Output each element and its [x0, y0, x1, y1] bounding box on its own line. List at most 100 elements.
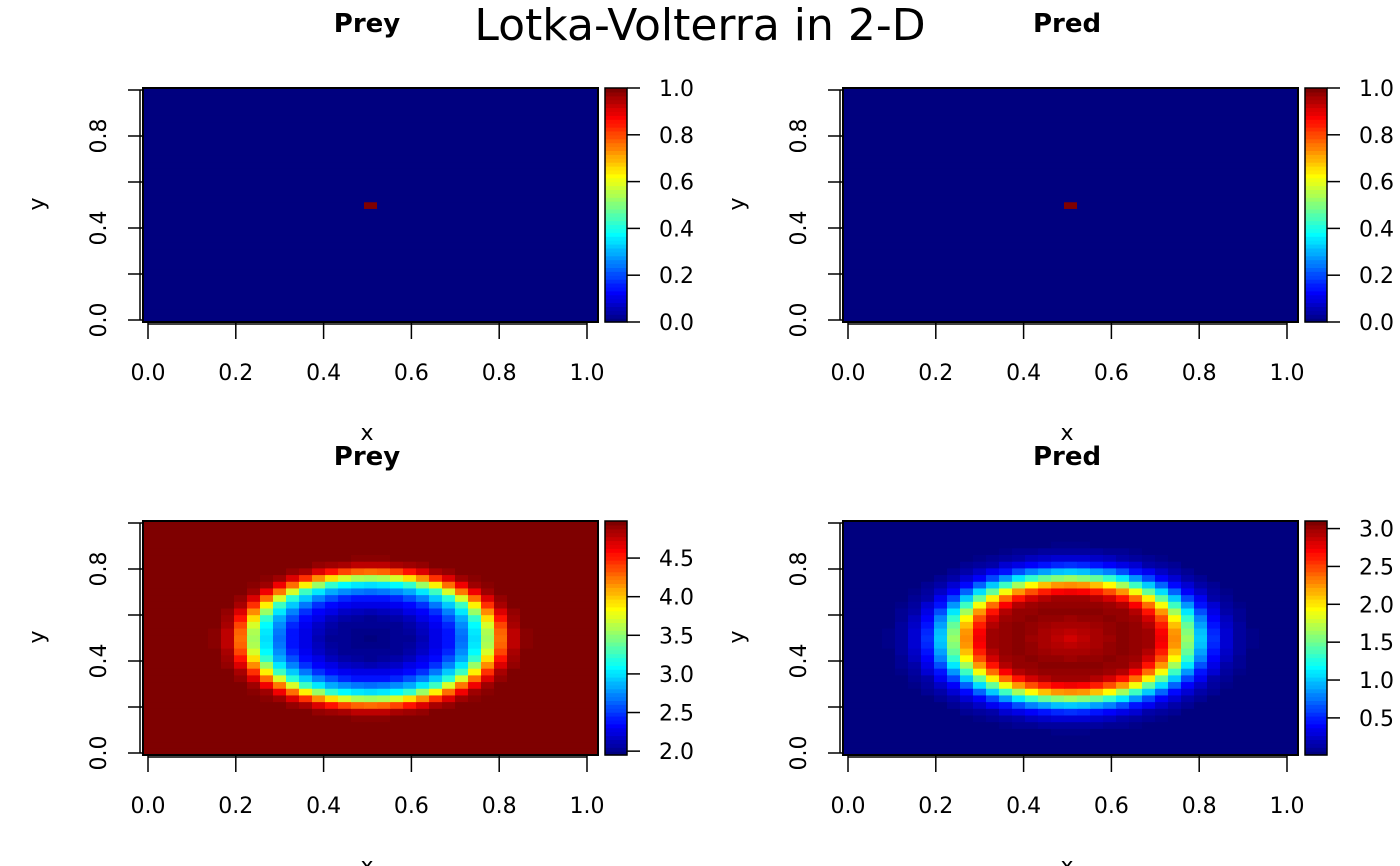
heatmap-cell	[1103, 188, 1117, 196]
heatmap-cell	[221, 308, 235, 316]
heatmap-cell	[182, 235, 196, 243]
heatmap-cell	[999, 748, 1013, 756]
heatmap-cell	[195, 108, 209, 116]
colorbar-swatch	[605, 719, 627, 725]
heatmap-cell	[947, 621, 961, 629]
heatmap-cell	[208, 674, 222, 683]
colorbar-swatch	[605, 162, 627, 167]
heatmap-cell	[882, 201, 896, 209]
heatmap-cell	[999, 315, 1013, 323]
heatmap-cell	[572, 627, 586, 636]
heatmap-cell	[403, 554, 417, 562]
heatmap-cell	[1142, 295, 1156, 303]
heatmap-cell	[377, 188, 391, 196]
heatmap-cell	[1025, 688, 1039, 696]
heatmap-cell	[1090, 627, 1104, 636]
heatmap-cell	[273, 607, 287, 616]
colorbar-frame	[604, 520, 628, 756]
heatmap-cell	[1168, 661, 1182, 669]
heatmap-cell	[546, 561, 560, 569]
heatmap-cell	[156, 301, 170, 310]
heatmap-cell	[455, 547, 469, 556]
heatmap-cell	[195, 661, 209, 669]
heatmap-cell	[1142, 255, 1156, 263]
heatmap-cell	[908, 235, 922, 243]
heatmap-cell	[442, 221, 456, 229]
heatmap-cell	[1259, 295, 1273, 303]
heatmap-cell	[481, 215, 495, 223]
heatmap-cell	[455, 241, 469, 250]
heatmap-cell	[1064, 188, 1078, 196]
heatmap-cell	[895, 281, 909, 290]
heatmap-cell	[572, 674, 586, 683]
heatmap-cell	[1155, 208, 1169, 216]
heatmap-cell	[533, 607, 547, 616]
heatmap-cell	[338, 315, 352, 323]
colorbar-swatch	[605, 142, 627, 148]
heatmap-cell	[1181, 694, 1195, 703]
heatmap-cell	[455, 567, 469, 576]
heatmap-cell	[390, 255, 404, 263]
heatmap-cell	[986, 174, 1000, 183]
heatmap-cell	[882, 288, 896, 296]
heatmap-cell	[1155, 674, 1169, 683]
heatmap-cell	[390, 634, 404, 642]
heatmap-cell	[908, 108, 922, 116]
heatmap-cell	[312, 581, 326, 589]
heatmap-cell	[364, 594, 378, 602]
colorbar-swatch	[605, 587, 627, 592]
heatmap-cell	[195, 188, 209, 196]
heatmap-cell	[377, 621, 391, 629]
heatmap-cell	[559, 154, 573, 163]
heatmap-cell	[1194, 188, 1208, 196]
heatmap-cell	[921, 661, 935, 669]
heatmap-cell	[1246, 281, 1260, 290]
heatmap-cell	[869, 241, 883, 250]
heatmap-cell	[1103, 701, 1117, 709]
heatmap-cell	[468, 308, 482, 316]
heatmap-cell	[273, 681, 287, 689]
heatmap-cell	[468, 221, 482, 229]
heatmap-cell	[338, 594, 352, 602]
heatmap-cell	[1038, 215, 1052, 223]
heatmap-cell	[429, 181, 443, 189]
heatmap-cell	[377, 728, 391, 736]
heatmap-cell	[1025, 128, 1039, 136]
heatmap-cell	[1220, 241, 1234, 250]
heatmap-cell	[1077, 654, 1091, 662]
heatmap-cell	[572, 734, 586, 743]
heatmap-cell	[286, 88, 300, 96]
heatmap-cell	[1194, 154, 1208, 163]
heatmap-cell	[1025, 215, 1039, 223]
heatmap-cell	[234, 614, 248, 622]
heatmap-cell	[455, 255, 469, 263]
heatmap-cell	[559, 594, 573, 602]
heatmap-cell	[572, 128, 586, 136]
heatmap-cell	[1116, 567, 1130, 576]
heatmap-cell	[1090, 668, 1104, 676]
heatmap-cell	[843, 215, 857, 223]
heatmap-cell	[1168, 88, 1182, 96]
heatmap-cell	[481, 581, 495, 589]
heatmap-cell	[559, 668, 573, 676]
heatmap-cell	[325, 648, 339, 656]
heatmap-cell	[169, 547, 183, 556]
heatmap-cell	[986, 661, 1000, 669]
heatmap-cell	[403, 701, 417, 709]
heatmap-cell	[1025, 275, 1039, 283]
heatmap-cell	[1194, 168, 1208, 176]
heatmap-cell	[507, 541, 521, 549]
heatmap-cell	[1116, 141, 1130, 149]
heatmap-cell	[208, 228, 222, 236]
heatmap-cell	[1142, 721, 1156, 729]
heatmap-cell	[1233, 148, 1247, 156]
heatmap-cell	[546, 541, 560, 549]
heatmap-cell	[182, 154, 196, 163]
heatmap-cell	[856, 235, 870, 243]
heatmap-cell	[338, 621, 352, 629]
heatmap-cell	[960, 614, 974, 622]
heatmap-cell	[843, 241, 857, 250]
heatmap-cell	[1259, 574, 1273, 582]
heatmap-cell	[403, 641, 417, 649]
heatmap-cell	[1272, 688, 1286, 696]
